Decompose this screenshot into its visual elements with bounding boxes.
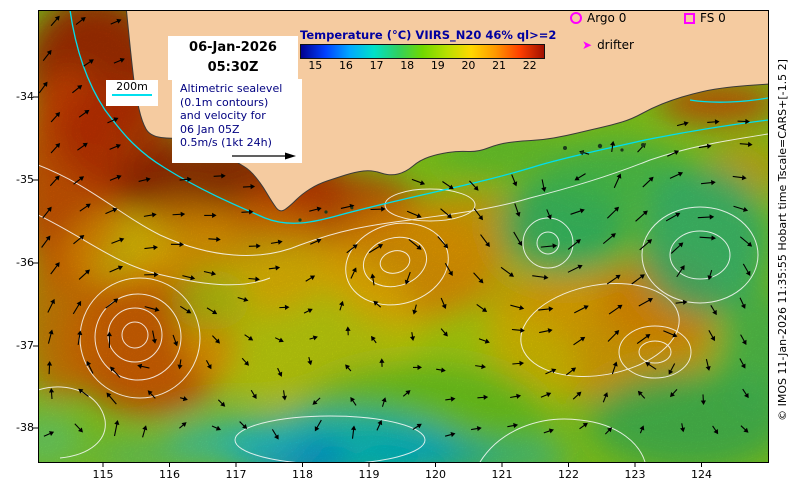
y-tick-label: -38 — [16, 421, 34, 434]
velocity-scale-arrow — [232, 152, 296, 159]
info-line: Altimetric sealevel — [180, 82, 283, 95]
info-line: (0.1m contours) — [180, 95, 269, 109]
axis-tick-marks — [33, 96, 702, 467]
drifter-arrow-icon: ➤ — [582, 38, 593, 52]
fs-marker-icon — [684, 12, 695, 24]
legend-argo: Argo 0 — [570, 11, 626, 25]
x-tick-label: 121 — [491, 468, 513, 481]
bathymetry-200m-line — [69, 10, 768, 224]
argo-marker-icon — [570, 12, 582, 24]
x-tick-label: 115 — [92, 468, 114, 481]
x-tick-label: 123 — [624, 468, 646, 481]
x-tick-label: 117 — [225, 468, 247, 481]
info-line: 0.5m/s (1kt 24h) — [180, 136, 272, 149]
altimetry-info-box: Altimetric sealevel (0.1m contours) and … — [172, 79, 302, 163]
legend-fs: FS 0 — [684, 11, 726, 25]
colorbar-tick: 17 — [369, 59, 384, 72]
colorbar-tick: 21 — [492, 59, 507, 72]
info-line: and velocity for — [180, 109, 266, 122]
bathymetry-legend-line — [112, 94, 152, 96]
ssh-contours — [38, 133, 768, 462]
x-tick-label: 118 — [292, 468, 313, 481]
colorbar-tick: 15 — [308, 59, 323, 72]
colorbar-ticks: 15 16 17 18 19 20 21 22 — [300, 59, 545, 72]
y-tick-label: -36 — [16, 256, 34, 269]
colorbar-tick: 18 — [400, 59, 415, 72]
fs-label: FS 0 — [700, 11, 726, 25]
colorbar-tick: 20 — [461, 59, 476, 72]
colorbar-tick: 19 — [430, 59, 445, 72]
x-tick-label: 124 — [691, 468, 712, 481]
velocity-arrows — [38, 15, 753, 440]
colorbar-gradient — [300, 44, 545, 59]
plot-frame — [38, 10, 769, 463]
depth-legend: 200m — [106, 80, 158, 106]
map-time: 05:30Z — [207, 60, 259, 75]
drifter-label: drifter — [597, 38, 634, 52]
date-box: 06-Jan-2026 05:30Z — [168, 36, 298, 80]
x-tick-label: 122 — [558, 468, 579, 481]
colorbar-title: Temperature (°C) VIIRS_N20 46% ql>=2 — [300, 28, 557, 42]
credit-text: © IMOS 11-Jan-2026 11:35:55 Hobart time … — [776, 59, 789, 421]
argo-label: Argo 0 — [587, 11, 627, 25]
depth-label: 200m — [116, 80, 148, 93]
colorbar-tick: 16 — [338, 59, 353, 72]
y-tick-label: -35 — [16, 173, 34, 186]
y-tick-label: -37 — [16, 339, 34, 352]
legend-drifter: ➤ drifter — [582, 38, 634, 52]
colorbar-tick: 22 — [522, 59, 537, 72]
info-line: 06 Jan 05Z — [180, 122, 240, 136]
temperature-colorbar: Temperature (°C) VIIRS_N20 46% ql>=2 15 … — [300, 28, 557, 72]
x-tick-label: 119 — [358, 468, 380, 481]
map-date: 06-Jan-2026 — [189, 40, 277, 55]
y-tick-label: -34 — [16, 90, 34, 103]
x-tick-label: 116 — [159, 468, 180, 481]
islands — [298, 143, 645, 222]
x-tick-label: 120 — [425, 468, 446, 481]
